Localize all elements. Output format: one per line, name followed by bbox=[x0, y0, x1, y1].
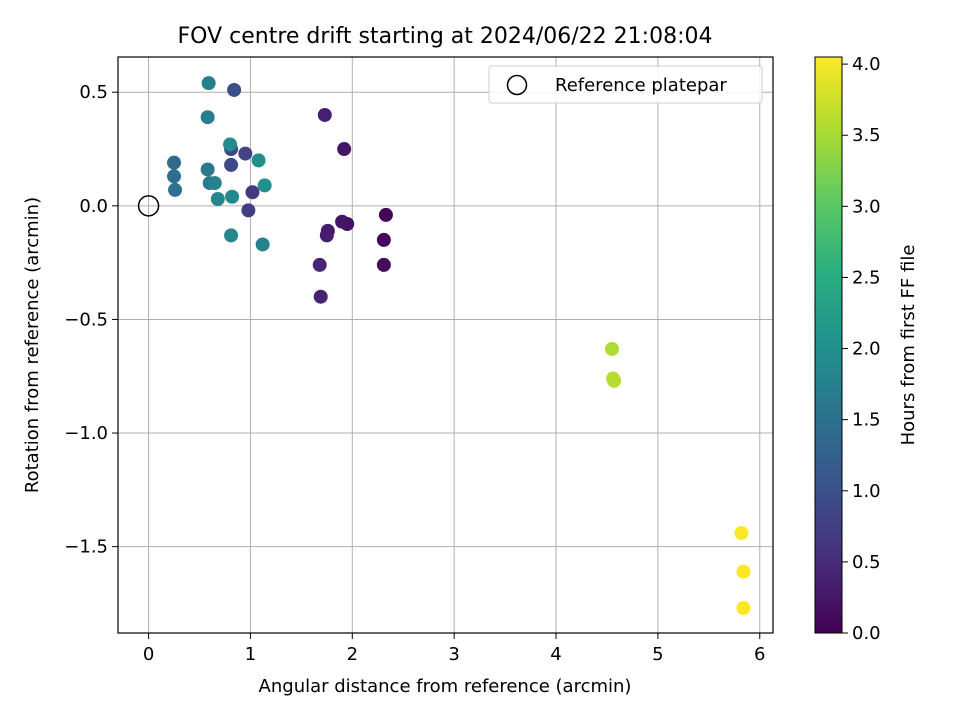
data-point bbox=[200, 110, 215, 125]
data-point bbox=[251, 153, 266, 168]
data-point bbox=[734, 526, 749, 541]
y-tick-label: −1.0 bbox=[64, 423, 108, 444]
colorbar-tick-label: 3.5 bbox=[852, 125, 881, 146]
data-point bbox=[201, 76, 216, 91]
data-point bbox=[317, 107, 332, 122]
y-axis-ticks: −1.5 −1.0 −0.5 0.0 0.5 bbox=[64, 82, 118, 558]
data-point bbox=[227, 82, 242, 97]
x-tick-label: 6 bbox=[754, 644, 765, 665]
data-point bbox=[224, 157, 239, 172]
colorbar-gradient bbox=[814, 56, 843, 634]
data-point bbox=[319, 228, 334, 243]
data-point bbox=[207, 176, 222, 191]
data-point bbox=[168, 182, 183, 197]
data-point bbox=[200, 162, 215, 177]
legend-marker-icon bbox=[506, 74, 528, 96]
x-axis-label: Angular distance from reference (arcmin) bbox=[259, 676, 632, 697]
reference-marker-layer bbox=[137, 195, 160, 217]
reference-platepar-marker bbox=[137, 195, 160, 217]
colorbar: 0.0 0.5 1.0 1.5 2.0 2.5 3.0 3.5 4.0 Hours from f… bbox=[814, 54, 919, 644]
legend-box bbox=[488, 65, 763, 104]
data-point bbox=[376, 257, 391, 272]
data-point bbox=[224, 228, 239, 243]
data-point bbox=[167, 169, 182, 184]
y-tick-label: 0.5 bbox=[79, 82, 108, 103]
data-point bbox=[238, 146, 253, 161]
data-point bbox=[607, 373, 622, 388]
data-point bbox=[312, 257, 327, 272]
legend: Reference platepar bbox=[488, 65, 763, 104]
colorbar-tick-label: 1.5 bbox=[852, 410, 881, 431]
y-tick-label: −0.5 bbox=[64, 309, 108, 330]
data-point bbox=[257, 178, 272, 193]
x-tick-label: 1 bbox=[245, 644, 256, 665]
data-point bbox=[241, 203, 256, 218]
data-point bbox=[376, 232, 391, 247]
colorbar-tick-label: 4.0 bbox=[852, 54, 881, 75]
colorbar-tick-label: 3.0 bbox=[852, 196, 881, 217]
data-points bbox=[167, 76, 751, 616]
data-point bbox=[255, 237, 270, 252]
legend-label: Reference platepar bbox=[555, 75, 727, 96]
data-point bbox=[167, 155, 182, 170]
y-axis-label: Rotation from reference (arcmin) bbox=[22, 197, 43, 493]
plot-frame bbox=[117, 56, 774, 634]
data-point bbox=[736, 601, 751, 616]
data-point bbox=[337, 142, 352, 157]
colorbar-tick-label: 1.0 bbox=[852, 481, 881, 502]
colorbar-tick-label: 2.0 bbox=[852, 339, 881, 360]
y-tick-label: 0.0 bbox=[79, 196, 108, 217]
colorbar-ticks: 0.0 0.5 1.0 1.5 2.0 2.5 3.0 3.5 4.0 bbox=[842, 54, 881, 644]
x-tick-label: 4 bbox=[550, 644, 561, 665]
colorbar-label: Hours from first FF file bbox=[898, 245, 919, 446]
colorbar-tick-label: 0.5 bbox=[852, 552, 881, 573]
data-point bbox=[223, 137, 238, 152]
data-point bbox=[605, 341, 620, 356]
grid bbox=[118, 57, 773, 633]
data-point bbox=[335, 214, 350, 229]
x-tick-label: 0 bbox=[143, 644, 154, 665]
x-tick-label: 2 bbox=[347, 644, 358, 665]
x-tick-label: 5 bbox=[652, 644, 663, 665]
chart-title: FOV centre drift starting at 2024/06/22 … bbox=[178, 24, 713, 49]
data-point bbox=[313, 289, 328, 304]
data-point bbox=[210, 192, 225, 207]
colorbar-tick-label: 0.0 bbox=[852, 623, 881, 644]
colorbar-tick-label: 2.5 bbox=[852, 267, 881, 288]
x-axis-ticks: 0 1 2 3 4 5 6 bbox=[143, 633, 765, 665]
data-point bbox=[378, 207, 393, 222]
y-tick-label: −1.5 bbox=[64, 537, 108, 558]
data-point bbox=[245, 185, 260, 200]
data-point bbox=[225, 189, 240, 204]
data-point bbox=[736, 564, 751, 579]
x-tick-label: 3 bbox=[448, 644, 459, 665]
